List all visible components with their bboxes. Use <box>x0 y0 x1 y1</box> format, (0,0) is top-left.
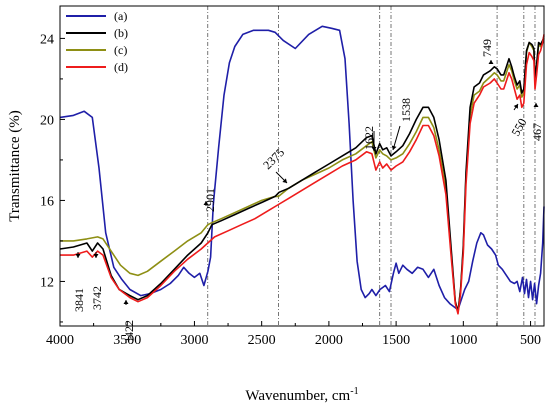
annotation-arrowhead-1538 <box>391 145 397 150</box>
annotation-label-749: 749 <box>480 39 494 57</box>
annotation-arrow-1538 <box>392 125 401 151</box>
annotation-arrowhead-1622 <box>371 147 377 151</box>
annotation-label-1622: 1622 <box>362 126 376 150</box>
annotation-arrowhead-749 <box>488 60 494 64</box>
series-line-d <box>60 34 545 315</box>
legend-label-c: (c) <box>114 43 127 57</box>
x-tick-label: 2000 <box>315 333 343 348</box>
x-tick-label: 3500 <box>113 333 141 348</box>
annotation-arrowhead-3422 <box>123 300 129 304</box>
x-axis: 4000 3500 3000 2500 2000 1500 1000 500 <box>46 321 541 348</box>
annotation-label-1538: 1538 <box>399 98 413 122</box>
y-tick-label: 12 <box>40 275 54 290</box>
series-line-a <box>59 25 545 311</box>
annotation-label-3841: 3841 <box>72 288 86 312</box>
y-axis: 12 16 20 24 <box>40 32 65 323</box>
annotation-arrowhead-3841 <box>75 254 81 258</box>
x-axis-title: Wavenumber, cm-1 <box>245 386 358 404</box>
x-tick-label: 1500 <box>382 333 410 348</box>
x-tick-label: 2500 <box>248 333 276 348</box>
legend-label-a: (a) <box>114 9 127 23</box>
x-tick-label: 500 <box>520 333 541 348</box>
annotation-arrowhead-3742 <box>93 254 99 258</box>
annotation-label-467: 467 <box>530 123 544 141</box>
x-tick-label: 3000 <box>180 333 208 348</box>
annotation-label-3422: 3422 <box>122 320 136 344</box>
annotation-label-3742: 3742 <box>90 286 104 310</box>
y-tick-label: 24 <box>40 32 54 47</box>
y-axis-title: Transmittance (%) <box>7 110 23 222</box>
y-tick-label: 16 <box>40 194 54 209</box>
y-tick-label: 20 <box>40 113 54 128</box>
annotation-arrowhead-467 <box>533 103 539 107</box>
x-tick-label: 4000 <box>46 333 74 348</box>
annotation-arrowhead-2901 <box>203 201 209 205</box>
annotation-label-2901: 2901 <box>203 188 217 212</box>
legend-label-b: (b) <box>114 26 128 40</box>
annotation-arrowhead-550 <box>513 104 518 109</box>
series-group <box>59 25 545 315</box>
x-axis-title-main: Wavenumber, cm <box>245 388 350 404</box>
reference-lines <box>207 6 536 326</box>
plot-area-background <box>60 6 544 326</box>
legend-label-d: (d) <box>114 60 128 74</box>
plot-frame <box>59 5 545 327</box>
x-tick-label: 1000 <box>449 333 477 348</box>
series-line-b <box>59 36 545 313</box>
annotation-arrowhead-2375 <box>282 178 287 183</box>
x-axis-title-superscript: -1 <box>350 386 358 397</box>
legend: (a) (b) (c) (d) <box>66 9 128 74</box>
series-line-c <box>60 38 545 313</box>
